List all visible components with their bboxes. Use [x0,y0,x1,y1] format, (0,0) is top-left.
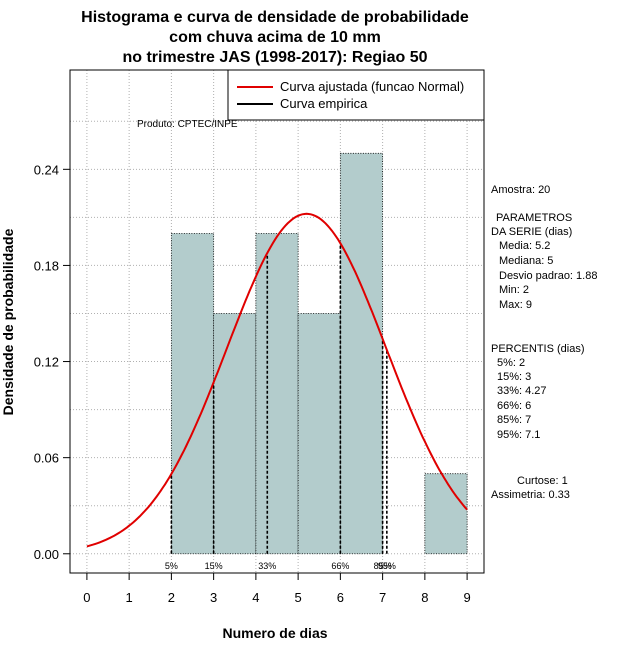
stat-series-heading: DA SERIE (dias) [491,226,572,238]
stat-min: Min: 2 [499,284,529,296]
stat-p66: 66%: 6 [497,400,531,412]
legend-box [227,69,485,121]
stat-p15: 15%: 3 [497,371,531,383]
chart-title-line-1: Histograma e curva de densidade de proba… [81,9,469,26]
percentile-label-5: 95% [378,561,396,571]
stat-p95: 95%: 7.1 [497,429,540,441]
x-tick-label-4: 4 [252,590,259,605]
percentile-label-3: 66% [331,561,349,571]
chart-title-line-2: com chuva acima de 10 mm [169,29,381,46]
x-tick-label-0: 0 [83,590,90,605]
stat-sd: Desvio padrao: 1.88 [499,270,597,282]
statistics-panel: Amostra: 20 PARAMETROS DA SERIE (dias) M… [491,184,597,501]
x-tick-label-5: 5 [295,590,302,605]
legend-fitted-label: Curva ajustada (funcao Normal) [280,79,464,94]
y-tick-label-0: 0.00 [34,547,59,562]
chart-title-line-3: no trimestre JAS (1998-2017): Regiao 50 [122,49,427,66]
percentile-lines: 5% 15% 33% 66% 85%95% [165,243,396,571]
histogram-bar-1 [213,313,257,555]
y-tick-label-3: 0.18 [34,258,59,273]
stat-sample: Amostra: 20 [491,184,550,196]
product-credit: Produto: CPTEC/INPE [137,119,238,130]
y-axis-title: Densidade de probabilidade [0,228,16,415]
x-tick-label-9: 9 [463,590,470,605]
stat-kurtosis: Curtose: 1 [517,475,568,487]
histogram-bar-3 [297,313,341,555]
stat-p5: 5%: 2 [497,357,525,369]
y-tick-label-4: 0.24 [34,162,59,177]
percentile-label-1: 15% [205,561,223,571]
stat-parameters-heading: PARAMETROS [496,212,572,224]
histogram-bar-0 [170,232,215,555]
y-tick-label-1: 0.06 [34,451,59,466]
stat-p85: 85%: 7 [497,414,531,426]
stat-p33: 33%: 4.27 [497,385,547,397]
x-tick-label-8: 8 [421,590,428,605]
stat-mean: Media: 5.2 [499,240,550,252]
histogram-bars [170,152,468,555]
x-axis-title: Numero de dias [222,625,327,641]
x-tick-label-7: 7 [379,590,386,605]
histogram-bar-4 [339,152,384,555]
percentile-label-0: 5% [165,561,178,571]
histogram-bar-2 [255,232,299,555]
y-axis: 0.00 0.06 0.12 0.18 0.24 [34,162,71,562]
legend: Curva ajustada (funcao Normal) Curva emp… [227,69,485,121]
x-tick-label-1: 1 [126,590,133,605]
x-tick-label-6: 6 [337,590,344,605]
percentile-label-4: 85% [374,561,392,571]
histogram-bar-6 [424,473,468,555]
fitted-curve [86,212,468,548]
x-axis: 0 1 2 3 4 5 6 7 8 9 [83,572,471,605]
stat-skewness: Assimetria: 0.33 [491,489,570,501]
percentile-label-2: 33% [258,561,276,571]
fitted-normal-curve [86,212,468,548]
x-tick-label-3: 3 [210,590,217,605]
legend-empirical-label: Curva empirica [280,96,368,111]
stat-percentiles-heading: PERCENTIS (dias) [491,343,585,355]
y-tick-label-2: 0.12 [34,355,59,370]
stat-max: Max: 9 [499,299,532,311]
x-tick-label-2: 2 [168,590,175,605]
stat-median: Mediana: 5 [499,255,553,267]
